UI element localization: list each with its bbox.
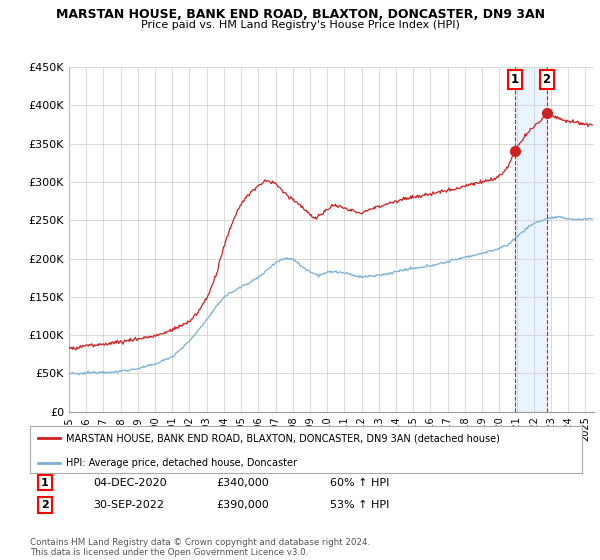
Bar: [515, 67, 547, 412]
Text: MARSTAN HOUSE, BANK END ROAD, BLAXTON, DONCASTER, DN9 3AN: MARSTAN HOUSE, BANK END ROAD, BLAXTON, D…: [56, 8, 545, 21]
Text: £390,000: £390,000: [216, 500, 269, 510]
Text: 60% ↑ HPI: 60% ↑ HPI: [330, 478, 389, 488]
Text: 2: 2: [41, 500, 49, 510]
Text: Price paid vs. HM Land Registry's House Price Index (HPI): Price paid vs. HM Land Registry's House …: [140, 20, 460, 30]
Text: HPI: Average price, detached house, Doncaster: HPI: Average price, detached house, Donc…: [66, 458, 297, 468]
Text: MARSTAN HOUSE, BANK END ROAD, BLAXTON, DONCASTER, DN9 3AN (detached house): MARSTAN HOUSE, BANK END ROAD, BLAXTON, D…: [66, 433, 500, 444]
Text: 1: 1: [41, 478, 49, 488]
Text: Contains HM Land Registry data © Crown copyright and database right 2024.
This d: Contains HM Land Registry data © Crown c…: [30, 538, 370, 557]
Text: 30-SEP-2022: 30-SEP-2022: [93, 500, 164, 510]
Text: 2: 2: [542, 73, 551, 86]
Text: 04-DEC-2020: 04-DEC-2020: [93, 478, 167, 488]
Text: 53% ↑ HPI: 53% ↑ HPI: [330, 500, 389, 510]
Text: £340,000: £340,000: [216, 478, 269, 488]
Text: 1: 1: [511, 73, 519, 86]
